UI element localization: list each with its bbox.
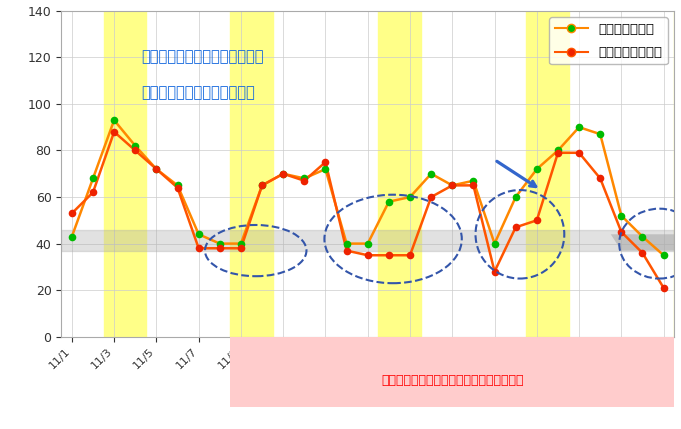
Text: 平日は比較的空いている傾向: 平日は比較的空いている傾向 — [141, 85, 255, 100]
FancyBboxPatch shape — [230, 337, 674, 407]
Bar — [674, 11, 681, 337]
Legend: ディズニーシー, ディズニーランド: ディズニーシー, ディズニーランド — [550, 17, 667, 64]
Bar — [526, 11, 569, 337]
Bar — [379, 11, 421, 337]
Polygon shape — [611, 234, 681, 251]
Text: 休日の混雑傾向が顕著になり、: 休日の混雑傾向が顕著になり、 — [141, 49, 264, 64]
Bar — [61, 230, 674, 251]
Bar — [104, 11, 146, 337]
Text: ディズニー・クリスマス（ランド＆シー）: ディズニー・クリスマス（ランド＆シー） — [381, 374, 524, 387]
Bar — [230, 11, 272, 337]
